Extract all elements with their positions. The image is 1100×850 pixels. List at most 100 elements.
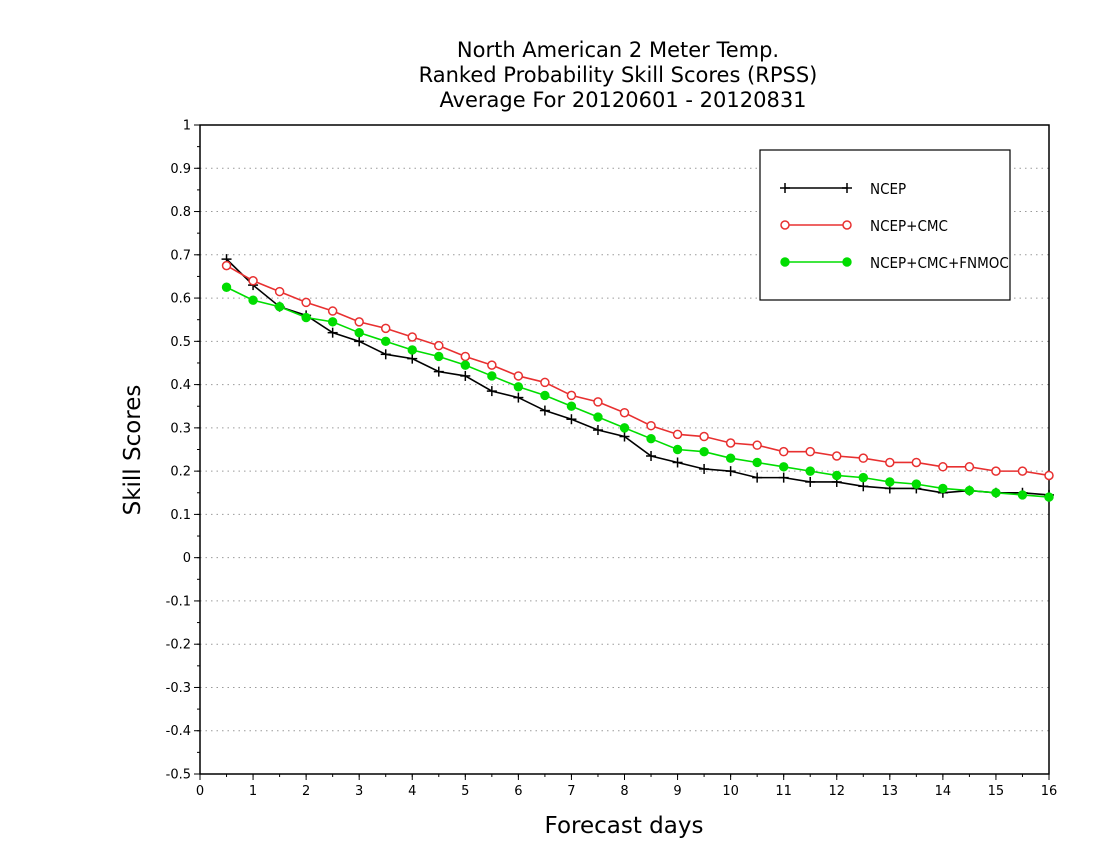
y-tick-label: -0.2 [166, 638, 191, 653]
legend-marker [780, 183, 790, 193]
data-point-ncep [380, 349, 391, 360]
x-tick-label: 8 [620, 784, 628, 799]
data-point-ncep-cmc-fnmoc [274, 302, 285, 312]
data-point-ncep-cmc [380, 323, 391, 334]
data-point-ncep-cmc [752, 440, 762, 450]
legend-item-ncep-cmc: NCEP+CMC [780, 217, 948, 235]
x-tick-label: 1 [249, 784, 257, 799]
data-point-ncep-cmc-fnmoc [327, 317, 338, 327]
data-point-ncep-cmc-fnmoc [885, 477, 895, 487]
x-tick-label: 5 [461, 784, 469, 799]
data-point-ncep-cmc-fnmoc [725, 453, 736, 463]
data-point-ncep-cmc [274, 286, 285, 297]
data-point-ncep-cmc [593, 397, 603, 407]
y-tick-label: 0.1 [170, 508, 191, 523]
data-point-ncep-cmc-fnmoc [407, 345, 417, 355]
data-point-ncep-cmc-fnmoc [1017, 490, 1028, 500]
axes: -0.5 -0.4 -0.3 -0.2 -0.1 0 0.1 0.2 0.3 0.4 0.5 0.6 0… [166, 119, 1058, 800]
data-point-ncep-cmc-fnmoc [646, 433, 656, 444]
x-tick-label: 14 [935, 784, 952, 799]
legend-label: NCEP+CMC [870, 217, 948, 235]
data-point-ncep-cmc [1044, 470, 1054, 481]
data-point-ncep [858, 481, 869, 492]
series-ncep-cmc [221, 260, 1054, 481]
data-point-ncep [460, 370, 471, 381]
y-axis-title: Skill Scores [120, 385, 146, 516]
data-point-ncep [354, 336, 365, 347]
data-point-ncep-cmc-fnmoc [460, 360, 471, 370]
x-tick-label: 13 [882, 784, 899, 799]
x-tick-label: 9 [673, 784, 681, 799]
x-tick-label: 15 [988, 784, 1005, 799]
y-tick-label: 0.4 [170, 378, 191, 393]
legend-marker [842, 220, 852, 230]
x-tick-label: 3 [355, 784, 363, 799]
data-point-ncep-cmc [301, 297, 311, 308]
data-point-ncep-cmc [699, 431, 709, 442]
data-point-ncep-cmc [725, 438, 736, 448]
data-point-ncep-cmc-fnmoc [699, 446, 709, 457]
y-tick-label: -0.1 [166, 594, 191, 609]
x-tick-label: 11 [775, 784, 792, 799]
data-point-ncep-cmc [885, 457, 895, 468]
chart-title-line-1: North American 2 Meter Temp. [457, 38, 779, 62]
data-point-ncep-cmc [619, 407, 630, 418]
data-point-ncep-cmc-fnmoc [672, 444, 683, 455]
data-point-ncep-cmc [221, 260, 232, 271]
y-tick-label: 0 [183, 551, 191, 566]
data-point-ncep-cmc [672, 429, 683, 440]
x-tick-label: 16 [1041, 784, 1058, 799]
data-point-ncep-cmc-fnmoc [513, 382, 524, 392]
data-point-ncep-cmc [938, 462, 948, 472]
data-point-ncep-cmc-fnmoc [752, 457, 762, 468]
data-point-ncep [646, 450, 657, 461]
y-tick-label: 1 [183, 119, 191, 134]
data-point-ncep-cmc [991, 466, 1001, 476]
y-tick-label: -0.5 [166, 768, 191, 783]
data-point-ncep [619, 431, 630, 442]
data-point-ncep-cmc [1017, 466, 1028, 476]
data-point-ncep-cmc-fnmoc [778, 462, 789, 472]
data-point-ncep-cmc-fnmoc [434, 351, 444, 362]
data-point-ncep [805, 476, 816, 487]
chart-title-line-3: Average For 20120601 - 20120831 [439, 88, 806, 112]
chart-title-line-2: Ranked Probability Skill Scores (RPSS) [419, 63, 818, 87]
y-tick-label: -0.4 [166, 724, 191, 739]
data-point-ncep-cmc-fnmoc [566, 401, 577, 411]
data-point-ncep-cmc [487, 360, 497, 370]
data-point-ncep-cmc [354, 317, 364, 327]
legend-label: NCEP [870, 180, 906, 198]
data-point-ncep-cmc [248, 276, 258, 286]
data-point-ncep [725, 466, 736, 477]
legend-marker [842, 257, 852, 267]
y-tick-label: 0.2 [170, 465, 191, 480]
data-point-ncep-cmc [566, 390, 577, 401]
x-tick-label: 6 [514, 784, 522, 799]
data-point-ncep-cmc-fnmoc [911, 479, 922, 489]
data-point-ncep [592, 425, 603, 436]
y-tick-label: 0.9 [170, 162, 191, 177]
data-point-ncep-cmc-fnmoc [487, 371, 497, 381]
data-point-ncep [327, 327, 338, 338]
x-tick-label: 7 [567, 784, 575, 799]
data-point-ncep [699, 463, 710, 474]
legend-item-ncep-cmc-fnmoc: NCEP+CMC+FNMOC [780, 254, 1009, 272]
data-point-ncep-cmc-fnmoc [221, 282, 232, 292]
x-axis-title: Forecast days [545, 813, 704, 839]
data-point-ncep-cmc [646, 420, 656, 431]
y-tick-label: 0.7 [170, 248, 191, 263]
data-point-ncep [433, 366, 444, 377]
x-tick-label: 2 [302, 784, 310, 799]
data-point-ncep-cmc-fnmoc [1044, 492, 1054, 502]
legend: NCEP NCEP+CMC NCEP+CMC+FNMOC [759, 149, 1011, 301]
data-point-ncep-cmc-fnmoc [991, 488, 1001, 498]
data-point-ncep-cmc-fnmoc [248, 295, 258, 305]
data-point-ncep-cmc [911, 457, 922, 468]
data-point-ncep [752, 472, 763, 483]
data-point-ncep-cmc-fnmoc [354, 327, 364, 338]
legend-item-ncep: NCEP [780, 180, 906, 198]
x-tick-label: 12 [828, 784, 845, 799]
legend-marker [842, 183, 852, 193]
legend-marker [780, 257, 790, 267]
